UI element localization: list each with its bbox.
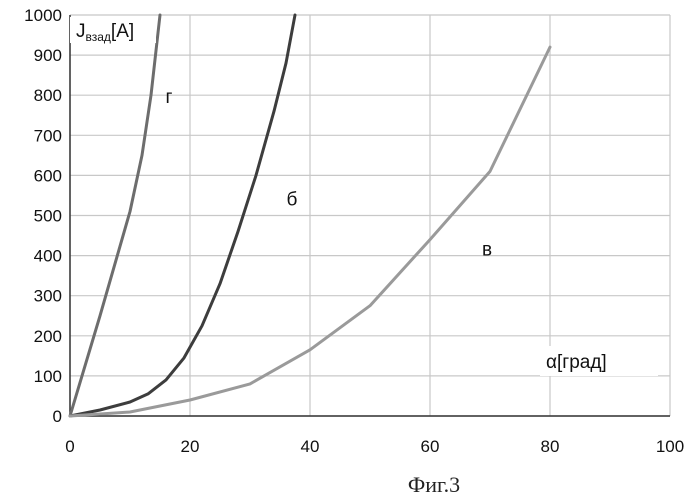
x-tick-labels: 0 20 40 60 80 100 <box>65 437 684 456</box>
series-label: б <box>287 189 298 210</box>
y-tick-label: 900 <box>34 46 62 65</box>
y-tick-label: 200 <box>34 327 62 346</box>
y-tick-label: 300 <box>34 287 62 306</box>
y-tick-label: 100 <box>34 367 62 386</box>
y-tick-label: 800 <box>34 86 62 105</box>
x-tick-label: 40 <box>301 437 320 456</box>
x-axis-label: α[град] <box>546 352 607 373</box>
y-tick-label: 700 <box>34 126 62 145</box>
y-tick-label: 1000 <box>24 6 62 25</box>
x-tick-label: 80 <box>541 437 560 456</box>
figure-caption: Фиг.3 <box>408 472 460 497</box>
x-tick-label: 20 <box>181 437 200 456</box>
y-tick-label: 400 <box>34 247 62 266</box>
y-tick-label: 600 <box>34 166 62 185</box>
x-tick-label: 100 <box>656 437 684 456</box>
series-label: г <box>166 87 173 108</box>
series-labels: г б в <box>166 87 493 260</box>
x-tick-label: 60 <box>421 437 440 456</box>
y-tick-labels: 0 100 200 300 400 500 600 700 800 900 1000 <box>24 6 62 426</box>
series-label: в <box>482 240 492 261</box>
y-tick-label: 0 <box>53 407 62 426</box>
x-tick-label: 0 <box>65 437 74 456</box>
y-tick-label: 500 <box>34 207 62 226</box>
